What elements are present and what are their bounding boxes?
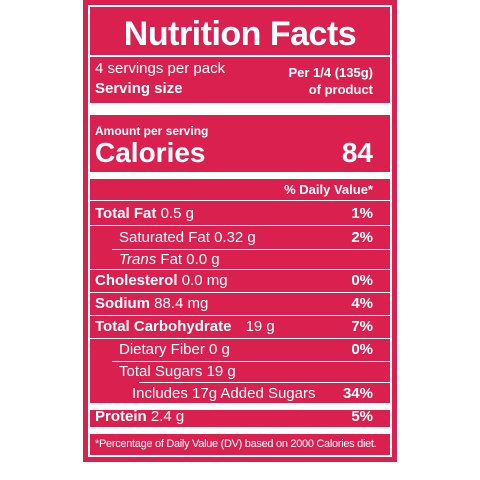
servings-per-pack: 4 servings per pack bbox=[95, 60, 226, 77]
nutrient-name: Includes 17g bbox=[132, 385, 218, 402]
nutrient-dv-sodium: 4% bbox=[351, 295, 373, 312]
nutrient-dv-protein: 5% bbox=[351, 408, 373, 425]
serving-portion: Per 1/4 (135g) bbox=[288, 65, 373, 80]
nutrient-dv-total-carbohydrate: 7% bbox=[351, 318, 373, 335]
nutrient-row-dietary-fiber: Dietary Fiber 0 g bbox=[119, 341, 230, 359]
nutrient-amount: 19 g bbox=[206, 363, 236, 380]
nutrient-name: Saturated Fat bbox=[119, 229, 210, 246]
nutrient-name: Total Sugars bbox=[119, 363, 203, 380]
nutrient-amount: 0.0 g bbox=[186, 251, 220, 268]
nutrient-row-cholesterol: Cholesterol 0.0 mg bbox=[95, 272, 228, 290]
nutrition-facts-panel: Nutrition Facts 4 servings per pack Serv… bbox=[83, 0, 397, 462]
nutrient-dv-total-fat: 1% bbox=[351, 205, 373, 222]
divider-row bbox=[90, 338, 390, 339]
divider-calories bbox=[90, 172, 390, 179]
amount-per-serving: Amount per serving bbox=[95, 124, 209, 138]
nutrient-row-protein: Protein 2.4 g bbox=[95, 408, 184, 426]
divider-row bbox=[90, 225, 390, 226]
calories-label: Calories bbox=[95, 137, 206, 168]
divider-row bbox=[112, 361, 390, 362]
nutrient-amount: 0 g bbox=[209, 341, 230, 358]
nutrient-amount: 2.4 g bbox=[150, 408, 185, 425]
daily-value-footnote: *Percentage of Daily Value (DV) based on… bbox=[95, 438, 377, 450]
nutrient-name: Total Fat bbox=[95, 205, 157, 222]
divider-title bbox=[90, 55, 390, 57]
nutrient-name-rest: Fat bbox=[160, 251, 183, 268]
nutrient-name-italic: Trans bbox=[119, 251, 157, 268]
nutrient-amount: 88.4 mg bbox=[154, 295, 209, 312]
divider-row bbox=[90, 315, 390, 316]
divider-dv bbox=[90, 200, 390, 201]
divider-row bbox=[139, 382, 390, 383]
nutrient-amount: 0.5 g bbox=[160, 205, 194, 222]
nutrient-name: Cholesterol bbox=[95, 272, 178, 289]
nutrient-amount: Added Sugars bbox=[220, 385, 316, 402]
divider-thick bbox=[90, 403, 390, 410]
nutrient-row-sodium: Sodium 88.4 mg bbox=[95, 295, 208, 313]
nutrient-amount: 0.32 g bbox=[214, 229, 256, 246]
divider-thick-bottom bbox=[90, 427, 390, 434]
divider-row bbox=[112, 249, 390, 250]
nutrient-name: Sodium bbox=[95, 295, 150, 312]
divider-row bbox=[90, 269, 390, 270]
nutrient-name: Total Carbohydrate bbox=[95, 318, 232, 335]
nutrient-amount: 19 g bbox=[245, 318, 275, 335]
nutrient-dv-dietary-fiber: 0% bbox=[351, 341, 373, 358]
nutrient-name: Protein bbox=[95, 408, 147, 425]
nutrient-amount: 0.0 mg bbox=[181, 272, 228, 289]
nutrient-row-total-fat: Total Fat 0.5 g bbox=[95, 205, 194, 223]
nutrient-row-trans-fat: Trans Fat 0.0 g bbox=[119, 251, 220, 269]
nutrient-row-total-carbohydrate: Total Carbohydrate 19 g bbox=[95, 318, 275, 336]
nutrient-dv-added-sugars: 34% bbox=[342, 385, 373, 402]
nutrient-dv-saturated-fat: 2% bbox=[351, 229, 373, 246]
panel-border bbox=[88, 5, 392, 457]
serving-of-product: of product bbox=[308, 82, 373, 97]
nutrient-row-saturated-fat: Saturated Fat 0.32 g bbox=[119, 229, 256, 247]
daily-value-header: % Daily Value* bbox=[284, 182, 373, 197]
divider-thick-top bbox=[90, 103, 390, 115]
panel-title: Nutrition Facts bbox=[123, 15, 357, 53]
serving-size-label: Serving size bbox=[95, 80, 183, 97]
nutrient-dv-cholesterol: 0% bbox=[351, 272, 373, 289]
calories-value: 84 bbox=[341, 137, 373, 168]
nutrient-row-total-sugars: Total Sugars 19 g bbox=[119, 363, 236, 381]
nutrient-row-added-sugars: Includes 17g Added Sugars bbox=[132, 385, 316, 403]
divider-row bbox=[90, 292, 390, 293]
nutrient-name: Dietary Fiber bbox=[119, 341, 205, 358]
